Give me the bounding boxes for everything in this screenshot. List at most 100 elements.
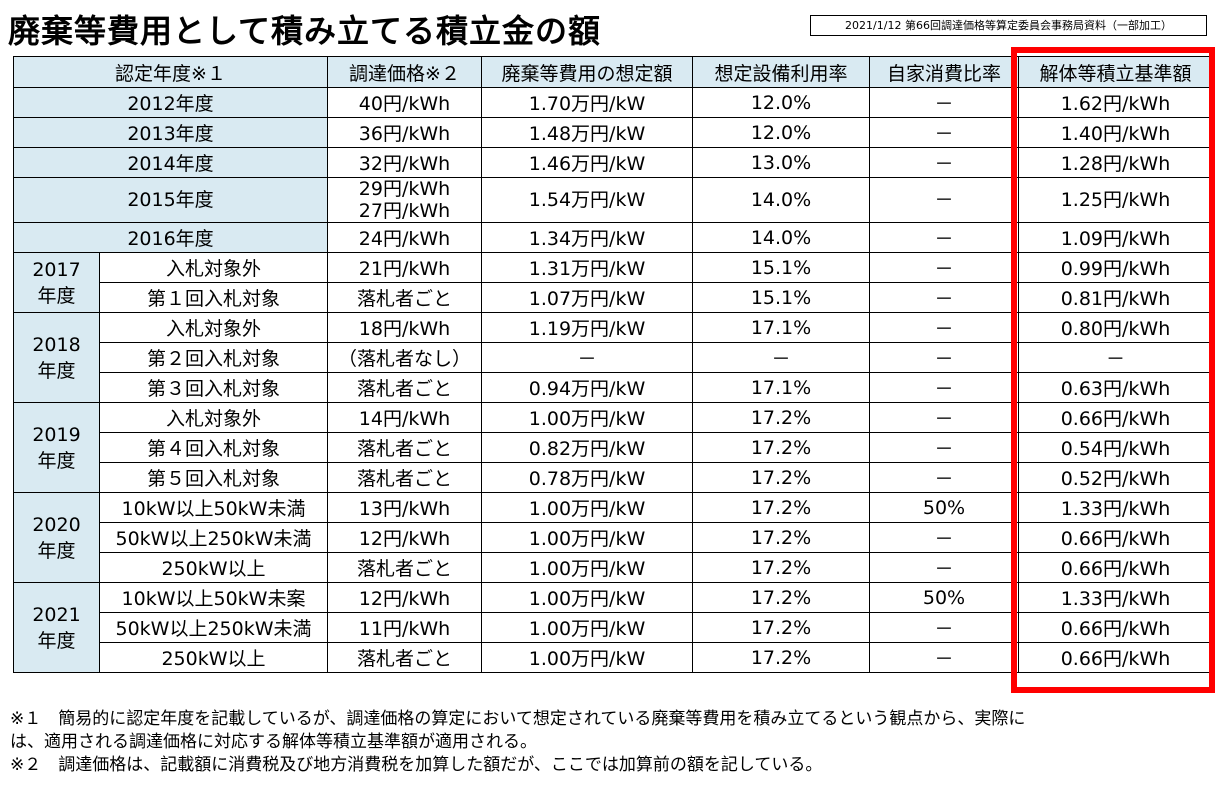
self-consumption-cell: － — [869, 252, 1019, 283]
self-consumption-cell: － — [869, 177, 1019, 223]
reserve-cell: 0.54円/kWh — [1018, 432, 1213, 463]
utilization-cell: 12.0% — [692, 87, 870, 118]
utilization-cell: 15.1% — [692, 252, 870, 283]
footnote-2: ※２ 調達価格は、記載額に消費税及び地方消費税を加算した額だが、ここでは加算前の… — [10, 755, 823, 775]
self-consumption-cell: － — [869, 642, 1019, 673]
cost-cell: 0.82万円/kW — [481, 432, 693, 463]
table-row: 2012年度 40円/kWh 1.70万円/kW 12.0% － 1.62円/k… — [13, 87, 1213, 118]
utilization-cell: 14.0% — [692, 177, 870, 223]
price-cell: 落札者ごと — [327, 642, 482, 673]
reserve-cell: 1.62円/kWh — [1018, 87, 1213, 118]
price-line: 27円/kWh — [358, 200, 451, 222]
utilization-cell: 17.1% — [692, 372, 870, 403]
reserve-cell: 1.33円/kWh — [1018, 582, 1213, 613]
cost-cell: 1.00万円/kW — [481, 642, 693, 673]
price-line: 29円/kWh — [358, 178, 451, 201]
category-cell: 250kW以上 — [99, 552, 328, 583]
category-cell: 入札対象外 — [99, 312, 328, 343]
reserve-cell: 0.66円/kWh — [1018, 402, 1213, 433]
price-cell: 18円/kWh — [327, 312, 482, 343]
cost-cell: 1.00万円/kW — [481, 522, 693, 553]
price-cell: 40円/kWh — [327, 87, 482, 118]
table-row: 第５回入札対象 落札者ごと 0.78万円/kW 17.2% － 0.52円/kW… — [14, 462, 1213, 493]
category-cell: 第１回入札対象 — [99, 282, 328, 313]
cost-cell: 1.70万円/kW — [481, 87, 693, 118]
year-number: 2018 — [32, 333, 81, 356]
category-cell: 第４回入札対象 — [99, 432, 328, 463]
utilization-cell: 17.2% — [692, 552, 870, 583]
utilization-cell: 14.0% — [692, 222, 870, 253]
year-number: 2020 — [32, 513, 81, 536]
year-number: 2019 — [32, 423, 81, 446]
utilization-cell: 17.2% — [692, 492, 870, 523]
table-row: 2018 年度 入札対象外 18円/kWh 1.19万円/kW 17.1% － 0… — [13, 312, 1213, 403]
table-row: 250kW以上 落札者ごと 1.00万円/kW 17.2% － 0.66円/kW… — [14, 552, 1213, 583]
cost-cell: 0.94万円/kW — [481, 372, 693, 403]
utilization-cell: 17.1% — [692, 312, 870, 343]
utilization-cell: 17.2% — [692, 432, 870, 463]
cost-cell: 1.46万円/kW — [481, 147, 693, 178]
cost-cell: 1.00万円/kW — [481, 492, 693, 523]
footnotes: ※１ 簡易的に認定年度を記載しているが、調達価格の算定において想定されている廃棄… — [10, 708, 1220, 777]
reserve-cell: － — [1018, 342, 1213, 373]
year-suffix: 年度 — [37, 629, 76, 652]
cost-cell: 1.00万円/kW — [481, 582, 693, 613]
table-header-row: 認定年度※１ 調達価格※２ 廃棄等費用の想定額 想定設備利用率 自家消費比率 解… — [13, 56, 1213, 88]
price-cell: 落札者ごと — [327, 282, 482, 313]
self-consumption-cell: － — [869, 432, 1019, 463]
table-row: 2015年度 29円/kWh 27円/kWh 1.54万円/kW 14.0% － … — [13, 177, 1213, 223]
category-cell: 第２回入札対象 — [99, 342, 328, 373]
category-cell: 入札対象外 — [99, 402, 328, 433]
year-number: 2021 — [32, 603, 81, 626]
price-cell: 36円/kWh — [327, 117, 482, 148]
category-cell: 50kW以上250kW未満 — [99, 522, 328, 553]
cost-cell: 1.00万円/kW — [481, 552, 693, 583]
utilization-cell: 17.2% — [692, 582, 870, 613]
table-row: 2014年度 32円/kWh 1.46万円/kW 13.0% － 1.28円/k… — [13, 147, 1213, 178]
price-cell: 12円/kWh — [327, 582, 482, 613]
reserve-table: 認定年度※１ 調達価格※２ 廃棄等費用の想定額 想定設備利用率 自家消費比率 解… — [13, 56, 1213, 673]
reserve-cell: 0.81円/kWh — [1018, 282, 1213, 313]
utilization-cell: 13.0% — [692, 147, 870, 178]
year-group-cell: 2019 年度 — [13, 402, 100, 493]
table-row: 第１回入札対象 落札者ごと 1.07万円/kW 15.1% － 0.81円/kW… — [14, 282, 1213, 313]
reserve-cell: 0.66円/kWh — [1018, 552, 1213, 583]
table-row: 2013年度 36円/kWh 1.48万円/kW 12.0% － 1.40円/k… — [13, 117, 1213, 148]
year-cell: 2013年度 — [13, 117, 328, 148]
table-row: 250kW以上 落札者ごと 1.00万円/kW 17.2% － 0.66円/kW… — [14, 642, 1213, 673]
reserve-cell: 1.09円/kWh — [1018, 222, 1213, 253]
reserve-cell: 0.66円/kWh — [1018, 522, 1213, 553]
source-citation: 2021/1/12 第66回調達価格等算定委員会事務局資料（一部加工） — [810, 15, 1207, 36]
utilization-cell: － — [692, 342, 870, 373]
table-row: 2020 年度 10kW以上50kW未満 13円/kWh 1.00万円/kW 17… — [13, 492, 1213, 583]
cost-cell: 1.19万円/kW — [481, 312, 693, 343]
reserve-cell: 0.52円/kWh — [1018, 462, 1213, 493]
self-consumption-cell: － — [869, 117, 1019, 148]
reserve-cell: 1.25円/kWh — [1018, 177, 1213, 223]
cost-cell: 1.31万円/kW — [481, 252, 693, 283]
year-cell: 2016年度 — [13, 222, 328, 253]
year-suffix: 年度 — [37, 449, 76, 472]
utilization-cell: 17.2% — [692, 612, 870, 643]
price-cell: 11円/kWh — [327, 612, 482, 643]
cost-cell: 1.00万円/kW — [481, 612, 693, 643]
table-row: 第４回入札対象 落札者ごと 0.82万円/kW 17.2% － 0.54円/kW… — [14, 432, 1213, 463]
header-procurement-price: 調達価格※２ — [327, 56, 482, 88]
cost-cell: 1.48万円/kW — [481, 117, 693, 148]
category-cell: 入札対象外 — [99, 252, 328, 283]
reserve-cell: 0.80円/kWh — [1018, 312, 1213, 343]
price-cell: 24円/kWh — [327, 222, 482, 253]
price-cell: 32円/kWh — [327, 147, 482, 178]
utilization-cell: 15.1% — [692, 282, 870, 313]
cost-cell: － — [481, 342, 693, 373]
year-group-cell: 2020 年度 — [13, 492, 100, 583]
cost-cell: 1.07万円/kW — [481, 282, 693, 313]
header-reserve-standard: 解体等積立基準額 — [1018, 56, 1213, 88]
year-number: 2017 — [32, 258, 81, 281]
year-cell: 2012年度 — [13, 87, 328, 118]
self-consumption-cell: － — [869, 612, 1019, 643]
reserve-cell: 0.66円/kWh — [1018, 642, 1213, 673]
price-cell: 落札者ごと — [327, 432, 482, 463]
category-cell: 第５回入札対象 — [99, 462, 328, 493]
cost-cell: 1.00万円/kW — [481, 402, 693, 433]
